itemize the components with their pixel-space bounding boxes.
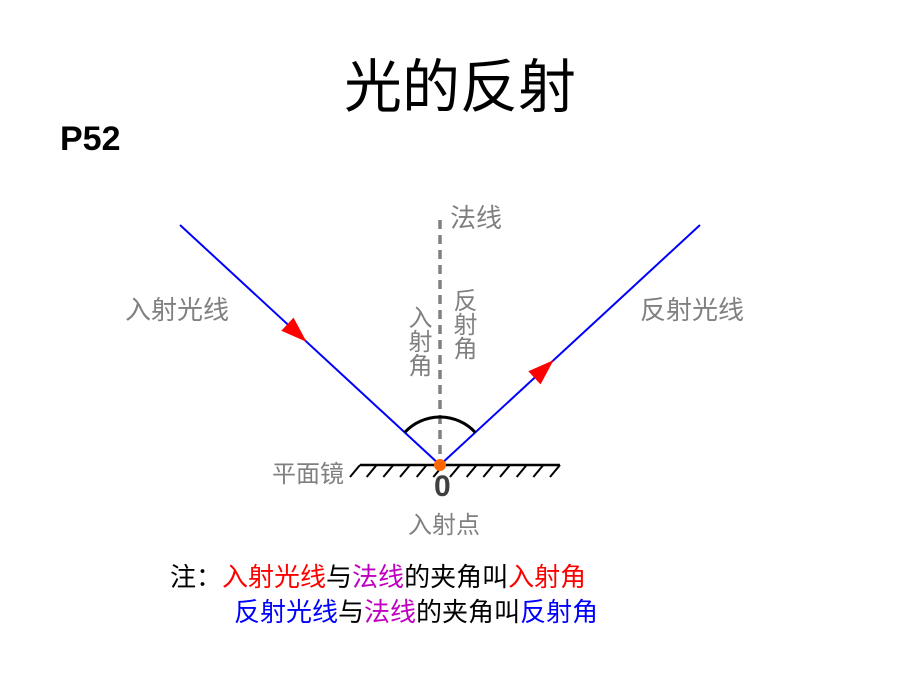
incident-point-label: 入射点 [408,505,480,540]
page-number: P52 [60,120,121,159]
note1-p5: 入射角 [508,563,586,592]
page-title: 光的反射 [0,40,920,124]
note-line-2: 反射光线与法线的夹角叫反射角 [170,595,598,630]
note2-p1: 反射光线 [234,598,338,627]
reflected-ray-label: 反射光线 [640,290,744,327]
note-line-1: 注：入射光线与法线的夹角叫入射角 [170,560,598,595]
normal-line-label: 法线 [450,198,502,235]
note1-p2: 与 [326,563,352,592]
note2-p5: 反射角 [520,598,598,627]
note1-p4: 的夹角叫 [404,563,508,592]
note1-p3: 法线 [352,563,404,592]
note2-p2: 与 [338,598,364,627]
note1-p1: 入射光线 [222,563,326,592]
origin-label: 0 [434,470,451,504]
incident-ray-label: 入射光线 [125,290,229,327]
note-prefix: 注： [170,563,222,592]
notes-block: 注：入射光线与法线的夹角叫入射角 反射光线与法线的夹角叫反射角 [170,560,598,630]
note2-p4: 的夹角叫 [416,598,520,627]
note2-p3: 法线 [364,598,416,627]
reflection-diagram: 法线 入射光线 反射光线 入射角 反射角 平面镜 0 入射点 [0,180,920,540]
mirror-label: 平面镜 [272,454,344,489]
reflected-angle-label: 反射角 [445,288,480,360]
incident-angle-label: 入射角 [400,305,435,377]
